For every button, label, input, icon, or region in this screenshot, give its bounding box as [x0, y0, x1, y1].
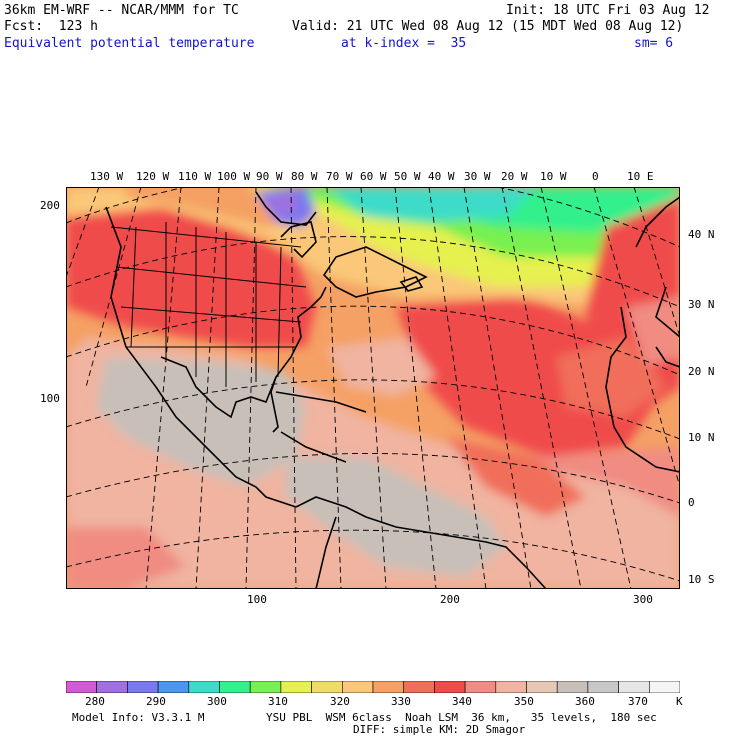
colorbar-swatch: [66, 681, 98, 693]
lon-label: 110 W: [178, 170, 212, 183]
lon-label: 40 W: [428, 170, 455, 183]
colorbar-swatch: [219, 681, 251, 693]
colorbar-swatch: [311, 681, 343, 693]
colorbar-label: 310: [268, 695, 288, 708]
grid-y-label: 200: [40, 199, 60, 212]
colorbar-swatch: [280, 681, 312, 693]
lon-label: 70 W: [326, 170, 353, 183]
colorbar-swatch: [249, 681, 282, 693]
colorbar-swatch: [526, 681, 558, 693]
lon-label: 60 W: [360, 170, 387, 183]
colorbar-swatch: [618, 681, 650, 693]
lon-label: 100 W: [217, 170, 251, 183]
theta-e-map: [66, 187, 680, 589]
colorbar-swatch: [556, 681, 589, 693]
lon-label: 30 W: [464, 170, 491, 183]
colorbar-label: 340: [452, 695, 472, 708]
colorbar-swatch: [587, 681, 619, 693]
state-borders: [110, 222, 307, 387]
theta-e-field: [66, 187, 680, 589]
colorbar-unit: K: [676, 695, 683, 708]
colorbar-label: 370: [628, 695, 648, 708]
colorbar-label: 300: [207, 695, 227, 708]
lon-label: 80 W: [291, 170, 318, 183]
colorbar-label: 350: [514, 695, 534, 708]
colorbar-label: 360: [575, 695, 595, 708]
field-name: Equivalent potential temperature: [4, 36, 255, 51]
colorbar-swatch: [188, 681, 220, 693]
coastlines: [105, 191, 680, 589]
model-title: 36km EM-WRF -- NCAR/MMM for TC: [4, 3, 239, 18]
lat-label: 0: [688, 496, 695, 509]
grid-y-label: 100: [40, 392, 60, 405]
lat-label: 30 N: [688, 298, 715, 311]
model-info: Model Info: V3.3.1 M: [72, 711, 205, 724]
colorbar-label: 290: [146, 695, 166, 708]
lon-label: 10 E: [627, 170, 654, 183]
smoothing-info: sm= 6: [634, 36, 674, 51]
physics-info-2: DIFF: simple KM: 2D Smagor: [353, 723, 526, 736]
colorbar-swatch: [495, 681, 527, 693]
level-info: at k-index = 35: [341, 36, 467, 51]
colorbar-swatch: [127, 681, 159, 693]
lon-label: 0: [592, 170, 599, 183]
colorbar-swatch: [434, 681, 466, 693]
init-time: Init: 18 UTC Fri 03 Aug 12: [506, 3, 710, 18]
graticule: [66, 187, 680, 589]
lat-label: 10 N: [688, 431, 715, 444]
forecast-hour: Fcst: 123 h: [4, 19, 98, 34]
lon-label: 130 W: [90, 170, 124, 183]
lon-label: 120 W: [136, 170, 170, 183]
lon-label: 20 W: [501, 170, 528, 183]
colorbar-swatch: [648, 681, 680, 693]
grid-x-label: 200: [440, 593, 460, 606]
lon-label: 50 W: [394, 170, 421, 183]
lat-label: 20 N: [688, 365, 715, 378]
colorbar-swatch: [464, 681, 497, 693]
grid-x-label: 100: [247, 593, 267, 606]
lon-label: 10 W: [540, 170, 567, 183]
colorbar-label: 330: [391, 695, 411, 708]
lon-label: 90 W: [256, 170, 283, 183]
grid-x-label: 300: [633, 593, 653, 606]
colorbar: [66, 681, 680, 693]
colorbar-label: 320: [330, 695, 350, 708]
colorbar-swatch: [157, 681, 190, 693]
valid-time: Valid: 21 UTC Wed 08 Aug 12 (15 MDT Wed …: [292, 19, 684, 34]
colorbar-swatch: [341, 681, 374, 693]
physics-info-1: YSU PBL WSM 6class Noah LSM 36 km, 35 le…: [266, 711, 657, 724]
colorbar-swatch: [403, 681, 435, 693]
colorbar-swatch: [372, 681, 405, 693]
lat-label: 10 S: [688, 573, 715, 586]
map-frame: [66, 187, 680, 589]
lat-label: 40 N: [688, 228, 715, 241]
colorbar-swatch: [96, 681, 128, 693]
colorbar-label: 280: [85, 695, 105, 708]
